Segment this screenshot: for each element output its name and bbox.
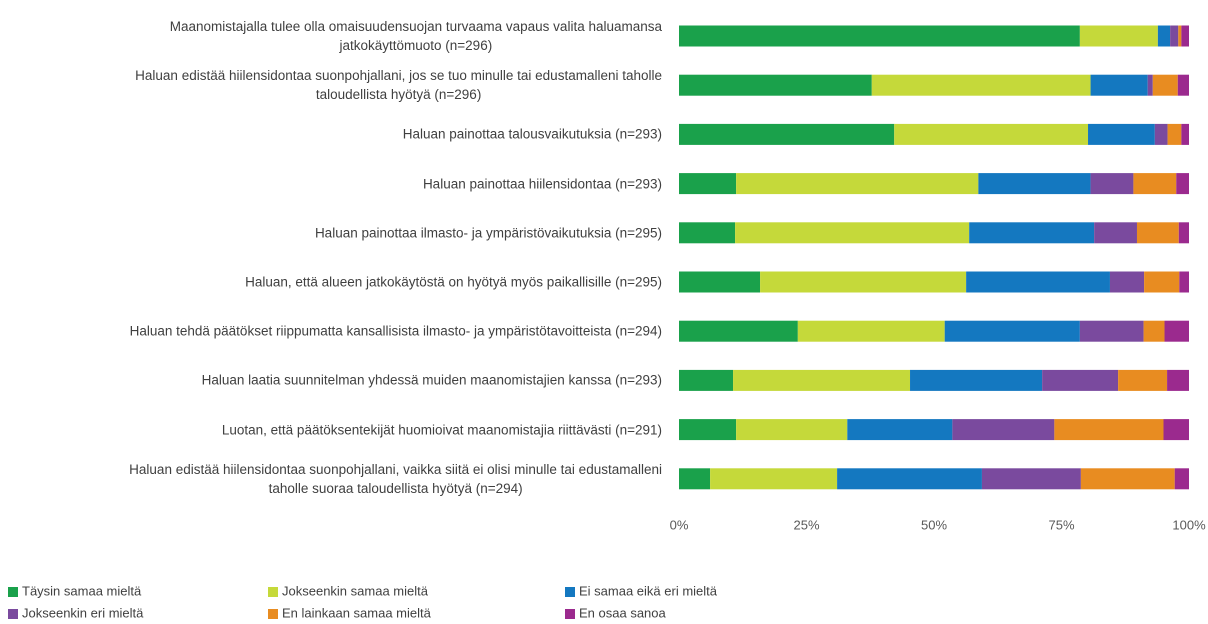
bar-segment: [735, 222, 970, 244]
bar-segment: [736, 173, 979, 195]
bar-segment: [1090, 173, 1134, 195]
legend-swatch: [268, 587, 278, 597]
legend-swatch: [268, 609, 278, 619]
bar-segment: [969, 222, 1095, 244]
bar-segment: [952, 419, 1055, 441]
bar-segment: [981, 468, 1081, 490]
bar-segment: [679, 123, 895, 145]
legend-label: En lainkaan samaa mieltä: [282, 605, 432, 620]
bar-segment: [1164, 320, 1189, 342]
legend-swatch: [565, 609, 575, 619]
bar-segment: [1054, 419, 1164, 441]
bar-segment: [679, 173, 737, 195]
bar-segment: [1181, 25, 1189, 47]
bar-segment: [1144, 271, 1180, 293]
bar-segment: [1176, 173, 1189, 195]
bar-segment: [679, 74, 872, 96]
x-tick-label: 25%: [793, 517, 819, 532]
legend-label: Täysin samaa mieltä: [22, 583, 142, 598]
bar-segment: [760, 271, 967, 293]
bar-segment: [1157, 25, 1171, 47]
bar-segment: [710, 468, 838, 490]
bar-segment: [1170, 25, 1179, 47]
bar-segment: [837, 468, 982, 490]
bar-segment: [733, 369, 911, 391]
category-label: Haluan painottaa ilmasto- ja ympäristöva…: [314, 225, 662, 241]
legend-label: En osaa sanoa: [579, 605, 667, 620]
bar-segment: [679, 369, 734, 391]
bar-segment: [1118, 369, 1168, 391]
bar-segment: [944, 320, 1080, 342]
category-label: Haluan painottaa talousvaikutuksia (n=29…: [402, 126, 662, 142]
bar-segment: [1177, 74, 1189, 96]
bar-segment: [1179, 271, 1189, 293]
bar-segment: [1042, 369, 1119, 391]
bar-segment: [736, 419, 848, 441]
bar-segment: [1143, 320, 1165, 342]
bar-segment: [871, 74, 1091, 96]
bar-segment: [1080, 468, 1175, 490]
bar-segment: [1154, 123, 1168, 145]
x-tick-label: 100%: [1172, 517, 1206, 532]
category-label: Haluan, että alueen jatkokäytöstä on hyö…: [245, 274, 662, 290]
bar-segment: [1079, 25, 1158, 47]
bar-segment: [1147, 74, 1153, 96]
bar-segment: [978, 173, 1091, 195]
bar-segment: [679, 320, 798, 342]
category-label: Maanomistajalla tulee olla omaisuudensuo…: [169, 19, 662, 53]
bar-segment: [679, 271, 761, 293]
bar-segment: [1152, 74, 1178, 96]
legend-swatch: [565, 587, 575, 597]
legend-label: Jokseenkin eri mieltä: [22, 605, 144, 620]
bar-segment: [797, 320, 945, 342]
legend-swatch: [8, 587, 18, 597]
bar-segment: [1079, 320, 1144, 342]
bar-segment: [1094, 222, 1137, 244]
category-label: Haluan tehdä päätökset riippumatta kansa…: [129, 323, 662, 339]
bar-segment: [966, 271, 1110, 293]
bar-segment: [910, 369, 1043, 391]
category-label: Haluan edistää hiilensidontaa suonpohjal…: [135, 68, 662, 103]
category-label: Luotan, että päätöksentekijät huomioivat…: [221, 422, 662, 438]
bar-segment: [1090, 74, 1148, 96]
bar-segment: [1136, 222, 1179, 244]
bar-segment: [679, 222, 736, 244]
category-label: Haluan edistää hiilensidontaa suonpohjal…: [129, 461, 662, 496]
x-tick-label: 50%: [921, 517, 947, 532]
bar-segment: [1088, 123, 1155, 145]
bar-segment: [1167, 123, 1182, 145]
bar-segment: [1109, 271, 1145, 293]
bar-segment: [1163, 419, 1189, 441]
bar-segment: [679, 25, 1080, 47]
bar-segment: [679, 419, 737, 441]
bar-segment: [679, 468, 711, 490]
bar-segment: [847, 419, 953, 441]
legend-label: Ei samaa eikä eri mieltä: [579, 583, 718, 598]
bar-segment: [894, 123, 1089, 145]
bar-segment: [1133, 173, 1177, 195]
bar-segment: [1174, 468, 1189, 490]
category-label: Haluan painottaa hiilensidontaa (n=293): [422, 176, 662, 192]
legend-swatch: [8, 609, 18, 619]
bar-segment: [1181, 123, 1189, 145]
legend-label: Jokseenkin samaa mieltä: [282, 583, 429, 598]
category-label: Haluan laatia suunnitelman yhdessä muide…: [201, 372, 662, 388]
bar-segment: [1178, 222, 1189, 244]
x-tick-label: 75%: [1048, 517, 1074, 532]
bar-segment: [1178, 25, 1182, 47]
bar-segment: [1167, 369, 1189, 391]
x-tick-label: 0%: [670, 517, 689, 532]
